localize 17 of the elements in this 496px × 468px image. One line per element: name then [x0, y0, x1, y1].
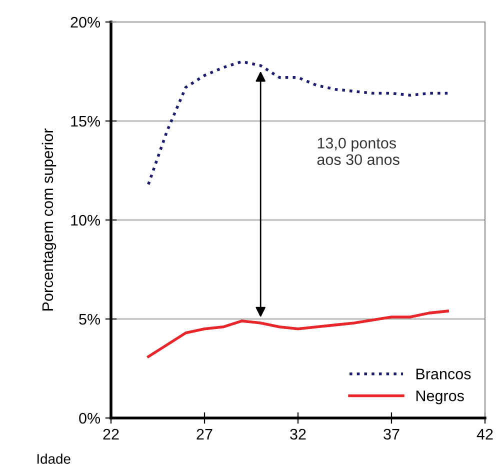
- legend-label: Negros: [416, 390, 464, 404]
- line-series: [147, 310, 449, 358]
- annotation: 13,0 pontos aos 30 anos: [317, 138, 400, 166]
- y-axis-title: Porcentagem com superior: [42, 128, 56, 310]
- y-tick-label: 0%: [79, 412, 100, 424]
- x-axis-title: Idade: [37, 454, 70, 464]
- x-tick-label: 37: [384, 428, 400, 440]
- x-tick-label: 27: [196, 428, 212, 440]
- y-tick-label: 10%: [71, 214, 100, 226]
- x-tick-label: 22: [103, 428, 119, 440]
- line-series: [147, 60, 449, 186]
- y-tick-label: 5%: [79, 314, 100, 325]
- legend-label: Brancos: [416, 368, 471, 380]
- y-tick-label: 15%: [71, 116, 100, 127]
- x-tick-label: 32: [290, 428, 306, 440]
- y-tick-label: 20%: [70, 16, 100, 28]
- x-tick-label: 42: [476, 428, 493, 440]
